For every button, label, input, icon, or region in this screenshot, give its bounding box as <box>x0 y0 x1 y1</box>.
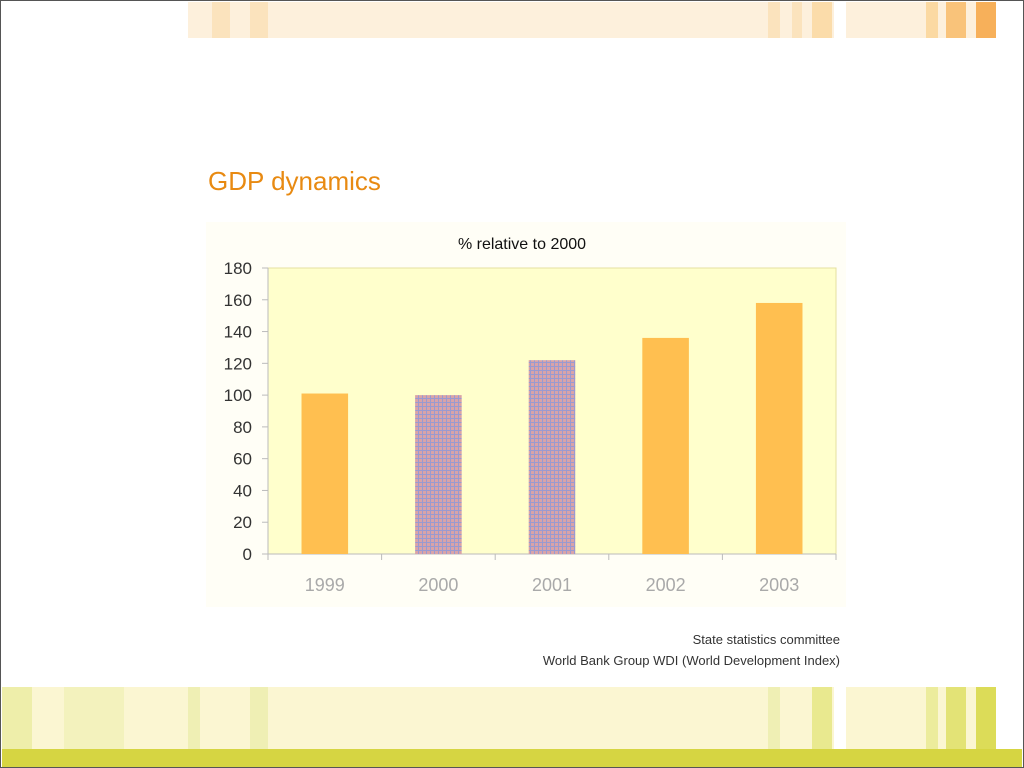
y-tick-label: 140 <box>224 323 252 342</box>
bottom-stripe <box>188 687 200 749</box>
bottom-stripe <box>926 687 938 749</box>
top-stripe <box>812 2 832 38</box>
top-stripe <box>926 2 938 38</box>
top-stripe <box>792 2 802 38</box>
bar-chart: % relative to 2000 0 20 40 60 80 100 120 140 160 1… <box>224 236 837 595</box>
y-tick-label: 120 <box>224 354 252 373</box>
y-tick-label: 0 <box>243 545 252 564</box>
y-tick-label: 100 <box>224 386 252 405</box>
x-tick-label: 2003 <box>759 575 799 595</box>
y-tick-label: 160 <box>224 291 252 310</box>
top-stripe <box>834 2 846 38</box>
top-stripe <box>250 2 268 38</box>
bottom-accent-bar <box>2 749 1022 767</box>
bottom-stripe <box>834 687 846 749</box>
x-tick-label: 2000 <box>418 575 458 595</box>
bar-1999 <box>301 393 349 554</box>
bar-2003 <box>755 302 803 554</box>
top-stripe <box>946 2 966 38</box>
x-tick-label: 2002 <box>646 575 686 595</box>
y-tick-label: 20 <box>233 513 252 532</box>
bar-2000 <box>415 395 462 554</box>
slide-title: GDP dynamics <box>208 166 381 196</box>
bar-2002 <box>642 337 689 554</box>
x-tick-label: 2001 <box>532 575 572 595</box>
bottom-stripe <box>64 687 124 749</box>
bottom-stripe <box>976 687 996 749</box>
top-decorative-band <box>188 2 1022 38</box>
y-tick-label: 60 <box>233 450 252 469</box>
y-tick-label: 40 <box>233 481 252 500</box>
y-tick-label: 180 <box>224 259 252 278</box>
bottom-stripe <box>768 687 780 749</box>
top-stripe <box>996 2 1022 38</box>
x-tick-label: 1999 <box>305 575 345 595</box>
source-line-1: State statistics committee <box>692 632 840 647</box>
bottom-decorative-band <box>2 687 1022 749</box>
chart-title: % relative to 2000 <box>458 236 586 253</box>
top-stripe <box>976 2 996 38</box>
chart-panel: % relative to 2000 0 20 40 60 80 100 120 140 160 1… <box>206 222 846 607</box>
bottom-stripe <box>946 687 966 749</box>
bottom-stripe <box>2 687 32 749</box>
bottom-stripe <box>812 687 832 749</box>
source-line-2: World Bank Group WDI (World Development … <box>542 653 840 668</box>
bar-2001 <box>528 360 576 554</box>
top-stripe <box>768 2 780 38</box>
bottom-stripe <box>996 687 1022 749</box>
top-stripe <box>212 2 230 38</box>
y-tick-label: 80 <box>233 418 252 437</box>
bottom-stripe <box>250 687 268 749</box>
